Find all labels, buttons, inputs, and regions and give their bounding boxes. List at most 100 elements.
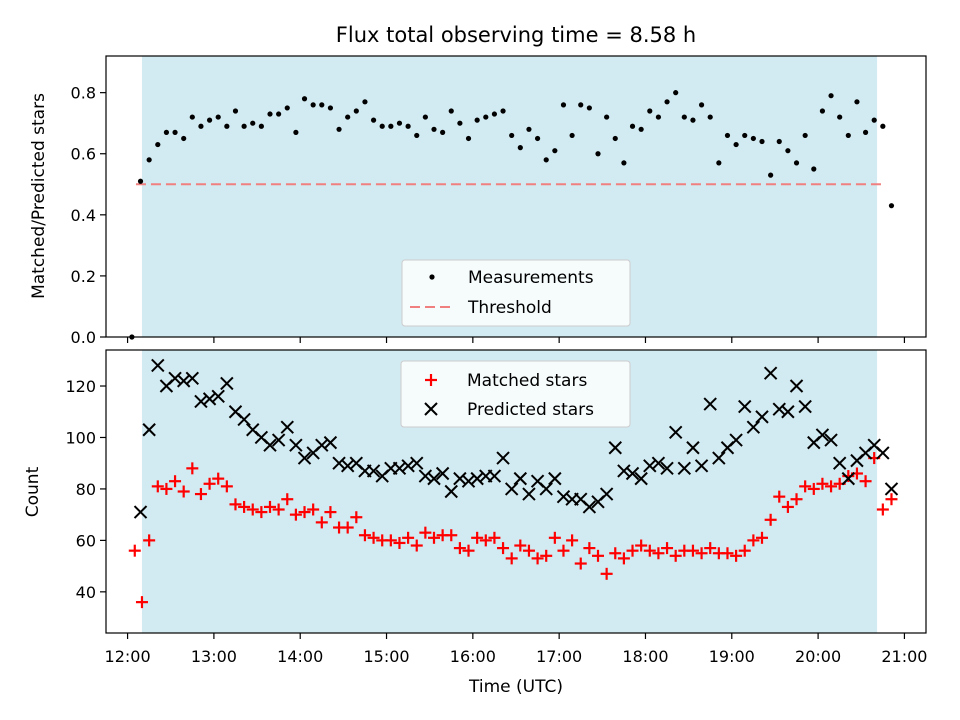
matched-star-point bbox=[669, 549, 682, 562]
measurement-point bbox=[258, 123, 264, 129]
matched-star-point bbox=[393, 536, 406, 549]
measurement-point bbox=[319, 102, 325, 108]
predicted-star-point bbox=[556, 489, 571, 504]
measurement-point bbox=[353, 108, 359, 114]
legend-threshold-label: Threshold bbox=[467, 298, 552, 318]
matched-star-point bbox=[488, 531, 501, 544]
measurement-point bbox=[345, 114, 351, 120]
measurement-point bbox=[362, 99, 368, 105]
predicted-star-point bbox=[738, 399, 752, 414]
predicted-star-point bbox=[504, 482, 519, 496]
measurement-point bbox=[181, 135, 187, 142]
predicted-star-point bbox=[686, 441, 700, 455]
predicted-star-point bbox=[781, 405, 795, 419]
predicted-star-point bbox=[392, 461, 407, 476]
matched-star-point bbox=[419, 526, 432, 539]
measurement-point bbox=[224, 123, 230, 129]
matched-star-point bbox=[135, 596, 148, 609]
matched-star-point bbox=[358, 529, 371, 542]
measurement-point bbox=[569, 132, 575, 139]
legend-predicted-label: Predicted stars bbox=[467, 400, 594, 420]
predicted-star-point bbox=[798, 399, 812, 414]
bottom-legend: Matched stars Predicted stars bbox=[400, 360, 631, 428]
measurement-point bbox=[750, 135, 756, 142]
predicted-star-point bbox=[202, 392, 217, 406]
measurement-point bbox=[871, 117, 877, 123]
x-tick-label: 20:00 bbox=[795, 647, 841, 666]
bottom-axes-frame bbox=[105, 349, 927, 634]
legend-matched-label: Matched stars bbox=[467, 371, 587, 391]
measurement-point bbox=[854, 99, 860, 105]
measurement-point bbox=[759, 138, 765, 145]
measurement-point bbox=[457, 120, 463, 126]
predicted-star-point bbox=[271, 433, 286, 447]
measurement-point bbox=[595, 151, 601, 157]
matched-star-point bbox=[747, 534, 760, 547]
measurement-point bbox=[724, 132, 731, 139]
matched-star-point bbox=[842, 470, 855, 483]
legend-predicted-marker bbox=[424, 402, 438, 416]
bottom-y-tick-label: 40 bbox=[76, 583, 96, 602]
bottom-y-tick-label: 100 bbox=[65, 428, 96, 447]
matched-star-point bbox=[548, 531, 561, 544]
predicted-star-point bbox=[763, 366, 778, 380]
matched-star-point bbox=[410, 539, 423, 552]
predicted-star-point bbox=[185, 371, 200, 386]
measurement-point bbox=[250, 120, 256, 126]
matched-star-point bbox=[807, 482, 820, 495]
predicted-star-point bbox=[366, 464, 381, 478]
matched-star-point bbox=[341, 521, 354, 534]
matched-star-point bbox=[143, 534, 156, 547]
measurement-point bbox=[206, 117, 213, 123]
x-tick-label: 16:00 bbox=[450, 647, 496, 666]
measurement-point bbox=[578, 102, 584, 108]
measurement-point bbox=[543, 157, 549, 163]
matched-star-point bbox=[272, 503, 285, 516]
measurement-point bbox=[793, 160, 800, 166]
matched-star-point bbox=[522, 544, 535, 557]
measurement-point bbox=[405, 123, 411, 129]
predicted-star-point bbox=[280, 420, 294, 434]
predicted-star-point bbox=[263, 438, 277, 452]
matched-star-point bbox=[246, 503, 259, 516]
measurement-point bbox=[742, 132, 748, 139]
matched-star-point bbox=[220, 480, 233, 493]
matched-star-point bbox=[238, 500, 251, 513]
measurement-point bbox=[837, 114, 843, 120]
measurement-point bbox=[707, 114, 713, 120]
measurement-point bbox=[474, 117, 480, 123]
predicted-stars-points bbox=[133, 358, 899, 519]
predicted-star-point bbox=[694, 459, 709, 473]
bottom-x-axis: 12:00 13:00 14:00 15:00 16:00 17:00 18:00 19:00… bbox=[105, 633, 927, 666]
measurement-point bbox=[293, 129, 299, 135]
legend-measurement-marker bbox=[429, 274, 435, 280]
measurement-point bbox=[336, 126, 342, 132]
predicted-star-point bbox=[194, 394, 208, 409]
matched-star-point bbox=[289, 508, 302, 521]
measurement-point bbox=[172, 129, 178, 135]
matched-star-point bbox=[626, 544, 639, 557]
predicted-star-point bbox=[133, 505, 148, 519]
measurement-point bbox=[284, 105, 290, 111]
predicted-star-point bbox=[151, 358, 165, 373]
measurement-point bbox=[431, 126, 437, 132]
measurement-point bbox=[629, 123, 636, 129]
measurement-point bbox=[768, 172, 774, 178]
matched-star-point bbox=[281, 493, 294, 506]
predicted-star-point bbox=[789, 379, 804, 393]
measurement-point bbox=[137, 178, 144, 184]
measurement-point bbox=[681, 114, 687, 120]
predicted-star-point bbox=[297, 451, 312, 465]
measurement-point bbox=[733, 141, 739, 148]
measurement-point bbox=[310, 102, 316, 108]
x-tick-label: 15:00 bbox=[363, 647, 409, 666]
matched-star-point bbox=[194, 488, 207, 501]
measurement-point bbox=[862, 129, 869, 135]
predicted-star-point bbox=[427, 471, 441, 486]
top-y-axis: 0.0 0.2 0.4 0.6 0.8 bbox=[71, 84, 106, 347]
top-panel: 0.00.20.40.60.8 Matched/Predicted stars … bbox=[29, 55, 927, 347]
matched-star-point bbox=[462, 544, 475, 557]
measurement-point bbox=[146, 157, 152, 163]
top-y-tick-label: 0.8 bbox=[71, 84, 96, 103]
matched-star-point bbox=[169, 475, 182, 488]
